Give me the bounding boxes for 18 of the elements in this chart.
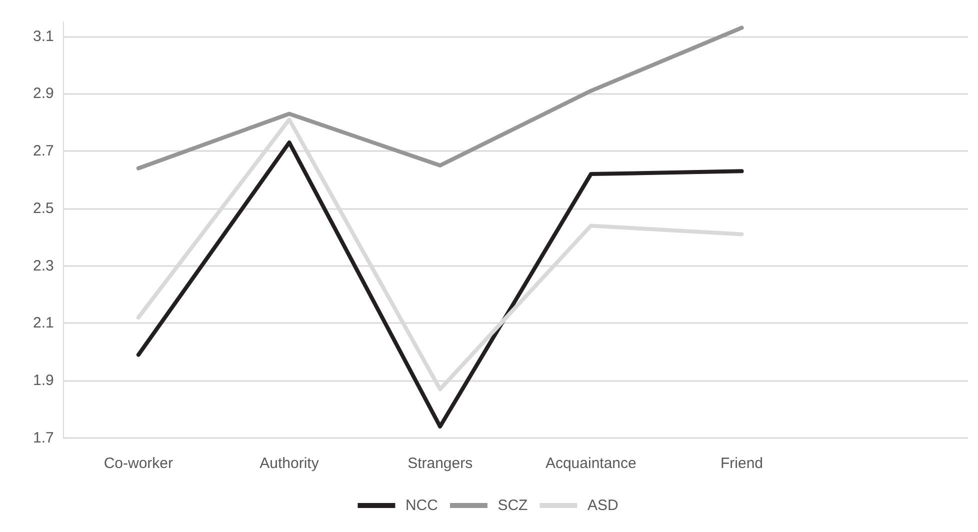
- y-tick-label: 2.9: [33, 85, 54, 102]
- y-tick-label: 2.1: [33, 314, 54, 332]
- y-tick-label: 1.9: [33, 372, 54, 390]
- legend-label: NCC: [405, 497, 438, 514]
- x-tick-label: Authority: [260, 455, 320, 472]
- x-tick-label: Friend: [720, 455, 764, 472]
- x-tick-label: Acquaintance: [545, 455, 636, 472]
- y-tick-label: 1.7: [33, 430, 54, 446]
- line-series: [136, 140, 744, 429]
- x-tick-label: Strangers: [408, 455, 473, 472]
- y-tick-label: 2.3: [33, 257, 54, 274]
- x-tick-label: Co-worker: [104, 455, 174, 472]
- y-tick-label: 3.1: [33, 28, 54, 45]
- legend-label: SCZ: [498, 497, 528, 514]
- legend-label: ASD: [587, 497, 618, 514]
- line-series: [136, 26, 744, 170]
- y-tick-label: 2.5: [33, 200, 54, 217]
- y-tick-label: 2.7: [33, 142, 54, 160]
